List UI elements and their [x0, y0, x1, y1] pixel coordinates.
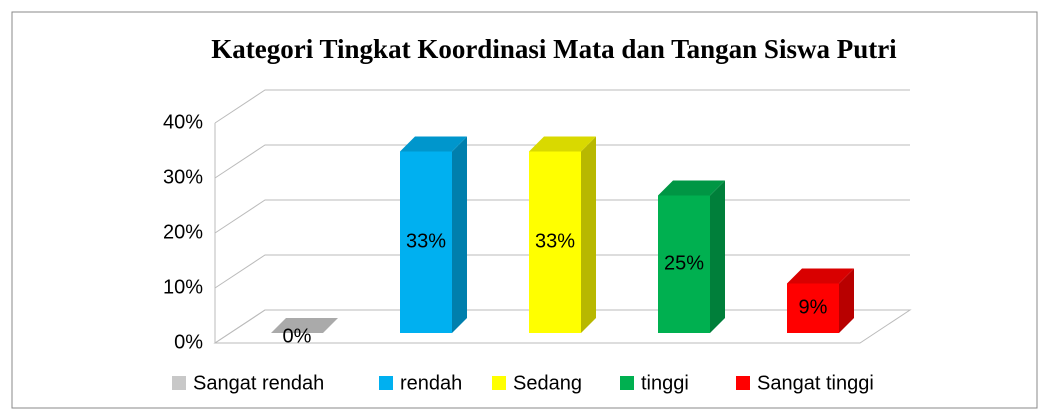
chart-title: Kategori Tingkat Koordinasi Mata dan Tan… [211, 34, 897, 64]
grid-line [214, 144, 910, 179]
y-tick-label: 10% [163, 276, 203, 298]
legend-label: Sangat rendah [193, 372, 324, 394]
legend-swatch [736, 376, 750, 390]
bar-side [581, 136, 596, 333]
y-tick-label: 20% [163, 221, 203, 243]
bar [400, 136, 467, 333]
bar [658, 180, 725, 333]
bar [787, 268, 854, 333]
bar [529, 136, 596, 333]
grid-line [214, 89, 910, 124]
chart-frame [11, 11, 1038, 409]
y-tick-label: 30% [163, 166, 203, 188]
bar-front [400, 151, 452, 333]
bar [271, 318, 338, 333]
legend-swatch [379, 376, 393, 390]
legend-swatch [492, 376, 506, 390]
data-label: 33% [535, 231, 575, 253]
legend-label: tinggi [641, 372, 689, 394]
bar-side [710, 180, 725, 333]
y-tick-label: 0% [174, 331, 203, 353]
data-label: 0% [283, 325, 312, 347]
legend-swatch [620, 376, 634, 390]
bar-top [529, 136, 596, 152]
legend-label: Sedang [513, 372, 582, 394]
bar-side [839, 268, 854, 333]
data-label: 33% [406, 231, 446, 253]
bar-top [400, 136, 467, 152]
bar-top [658, 180, 725, 196]
data-label: 9% [799, 297, 828, 319]
bar-side [452, 136, 467, 333]
legend-label: Sangat tinggi [757, 372, 874, 394]
bar-top [271, 318, 338, 333]
bar-top [787, 268, 854, 284]
data-label: 25% [664, 253, 704, 275]
legend-swatch [172, 376, 186, 390]
bar-front [787, 283, 839, 333]
y-tick-label: 40% [163, 111, 203, 133]
bar-front [529, 151, 581, 333]
bar-front [658, 195, 710, 333]
legend-label: rendah [400, 372, 462, 394]
